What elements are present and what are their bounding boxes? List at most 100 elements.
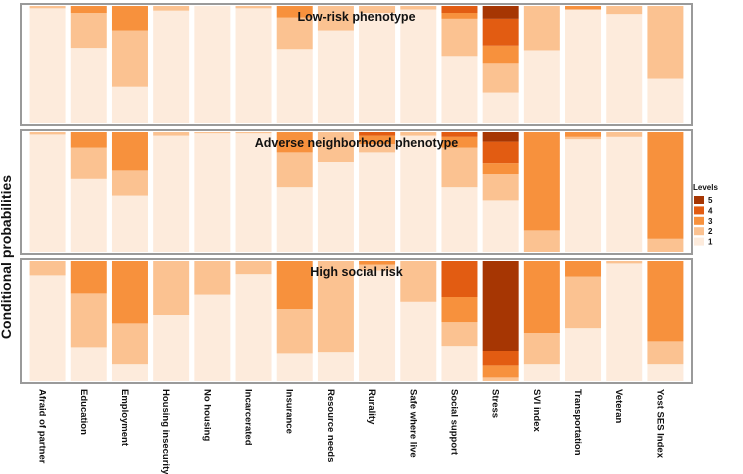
bar-segment-level-3 — [482, 163, 519, 174]
bar-segment-level-2 — [523, 230, 560, 252]
bar-segment-level-4 — [441, 6, 478, 14]
bar-segment-level-2 — [482, 63, 519, 93]
bar-segment-level-1 — [523, 364, 560, 381]
panel-title: High social risk — [310, 265, 402, 279]
bar-8 — [317, 6, 354, 123]
bar-segment-level-5 — [482, 261, 519, 351]
bar-segment-level-2 — [70, 13, 107, 49]
bar-segment-level-1 — [565, 328, 602, 381]
x-tick-label: Housing insecurity — [160, 389, 171, 474]
bar-segment-level-2 — [482, 174, 519, 201]
bar-7 — [276, 132, 313, 252]
bar-segment-level-1 — [565, 9, 602, 123]
bar-segment-level-2 — [70, 147, 107, 179]
legend-swatch-level-1 — [694, 237, 704, 246]
bar-segment-level-1 — [235, 133, 272, 252]
bar-4 — [153, 6, 190, 123]
bar-segment-level-2 — [317, 261, 354, 353]
bar-segment-level-3 — [276, 132, 313, 153]
bar-11 — [441, 261, 478, 381]
bar-segment-level-1 — [29, 275, 66, 381]
legend-title: Levels — [693, 183, 718, 192]
bar-segment-level-3 — [276, 261, 313, 309]
x-tick-label: Rurality — [366, 389, 377, 425]
bar-segment-level-3 — [111, 261, 148, 324]
bar-segment-level-2 — [441, 322, 478, 347]
legend-label: 1 — [708, 238, 713, 247]
x-tick-label: Social support — [449, 389, 460, 456]
bar-segment-level-2 — [235, 6, 272, 9]
bar-segment-level-2 — [400, 261, 437, 302]
bar-15 — [606, 261, 643, 381]
bar-segment-level-3 — [70, 132, 107, 148]
bar-segment-level-3 — [523, 132, 560, 231]
bar-10 — [400, 6, 437, 123]
bar-6 — [235, 132, 272, 252]
bar-segment-level-1 — [565, 139, 602, 252]
bar-segment-level-1 — [482, 92, 519, 123]
legend-label: 3 — [708, 217, 713, 226]
bar-segment-level-2 — [482, 377, 519, 381]
bar-segment-level-2 — [29, 132, 66, 135]
legend-label: 5 — [708, 196, 713, 205]
bar-segment-level-3 — [565, 6, 602, 10]
bar-segment-level-2 — [111, 30, 148, 87]
bar-13 — [523, 261, 560, 381]
bar-segment-level-3 — [523, 261, 560, 333]
bar-16 — [647, 6, 684, 123]
bar-11 — [441, 132, 478, 252]
bar-segment-level-3 — [482, 45, 519, 64]
bar-segment-level-2 — [647, 341, 684, 365]
bar-segment-level-1 — [29, 134, 66, 252]
bar-segment-level-3 — [359, 135, 396, 144]
bar-segment-level-2 — [194, 132, 231, 134]
bar-2 — [70, 261, 107, 381]
bar-4 — [153, 132, 190, 252]
panel-title: Low-risk phenotype — [297, 10, 415, 24]
bar-segment-level-1 — [359, 152, 396, 252]
bar-segment-level-1 — [276, 187, 313, 252]
bar-3 — [111, 6, 148, 123]
bar-segment-level-1 — [70, 178, 107, 252]
bar-segment-level-2 — [647, 238, 684, 252]
bar-10 — [400, 132, 437, 252]
bar-8 — [317, 261, 354, 381]
bar-segment-level-2 — [235, 132, 272, 134]
bar-segment-level-3 — [482, 365, 519, 378]
x-tick-label: Yost SES Index — [654, 389, 665, 459]
bar-segment-level-1 — [441, 187, 478, 252]
bar-segment-level-1 — [606, 136, 643, 252]
bar-segment-level-1 — [194, 294, 231, 381]
bar-segment-level-4 — [359, 132, 396, 136]
x-tick-label: SVI index — [531, 389, 542, 432]
x-tick-label: Veteran — [613, 389, 624, 424]
bar-segment-level-3 — [441, 136, 478, 148]
bar-2 — [70, 132, 107, 252]
bar-segment-level-1 — [70, 48, 107, 124]
bar-segment-level-1 — [317, 30, 354, 123]
bar-segment-level-1 — [441, 346, 478, 381]
bar-segment-level-2 — [153, 6, 190, 11]
bar-14 — [565, 6, 602, 123]
bar-segment-level-4 — [482, 141, 519, 164]
bar-segment-level-4 — [482, 351, 519, 366]
bar-segment-level-2 — [359, 6, 396, 14]
bar-12 — [482, 6, 519, 123]
bar-segment-level-3 — [441, 297, 478, 323]
bar-segment-level-2 — [29, 6, 66, 9]
bar-segment-level-1 — [400, 9, 437, 123]
bar-segment-level-1 — [606, 263, 643, 381]
panel-title: Adverse neighborhood phenotype — [255, 136, 459, 150]
bar-segment-level-2 — [523, 333, 560, 365]
bar-segment-level-3 — [276, 6, 313, 18]
bar-6 — [235, 261, 272, 381]
bar-6 — [235, 6, 272, 124]
bar-segment-level-1 — [70, 347, 107, 381]
bar-segment-level-3 — [565, 261, 602, 277]
bar-4 — [153, 261, 190, 381]
bar-segment-level-1 — [359, 270, 396, 381]
bar-9 — [359, 6, 396, 123]
bar-segment-level-1 — [606, 14, 643, 123]
x-tick-label: Resource needs — [325, 389, 336, 462]
bar-segment-level-1 — [111, 195, 148, 252]
